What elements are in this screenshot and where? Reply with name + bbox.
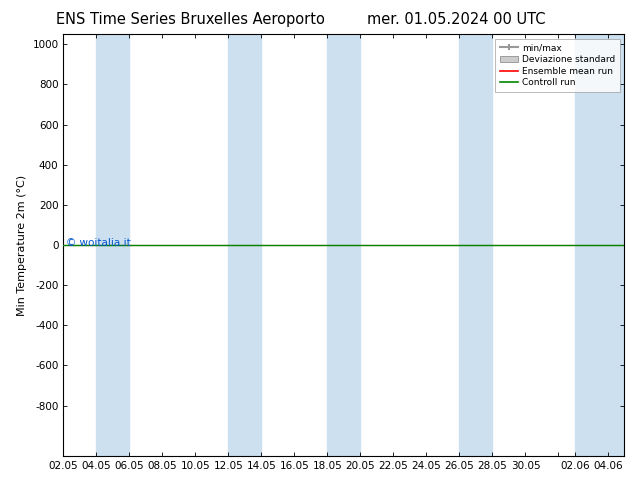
Legend: min/max, Deviazione standard, Ensemble mean run, Controll run: min/max, Deviazione standard, Ensemble m…: [495, 39, 620, 92]
Bar: [327, 34, 361, 456]
Bar: [575, 34, 624, 456]
Bar: [96, 34, 129, 456]
Text: © woitalia.it: © woitalia.it: [66, 238, 131, 248]
Text: ENS Time Series Bruxelles Aeroporto: ENS Time Series Bruxelles Aeroporto: [56, 12, 325, 27]
Bar: [228, 34, 261, 456]
Text: mer. 01.05.2024 00 UTC: mer. 01.05.2024 00 UTC: [367, 12, 546, 27]
Y-axis label: Min Temperature 2m (°C): Min Temperature 2m (°C): [17, 174, 27, 316]
Bar: [460, 34, 493, 456]
